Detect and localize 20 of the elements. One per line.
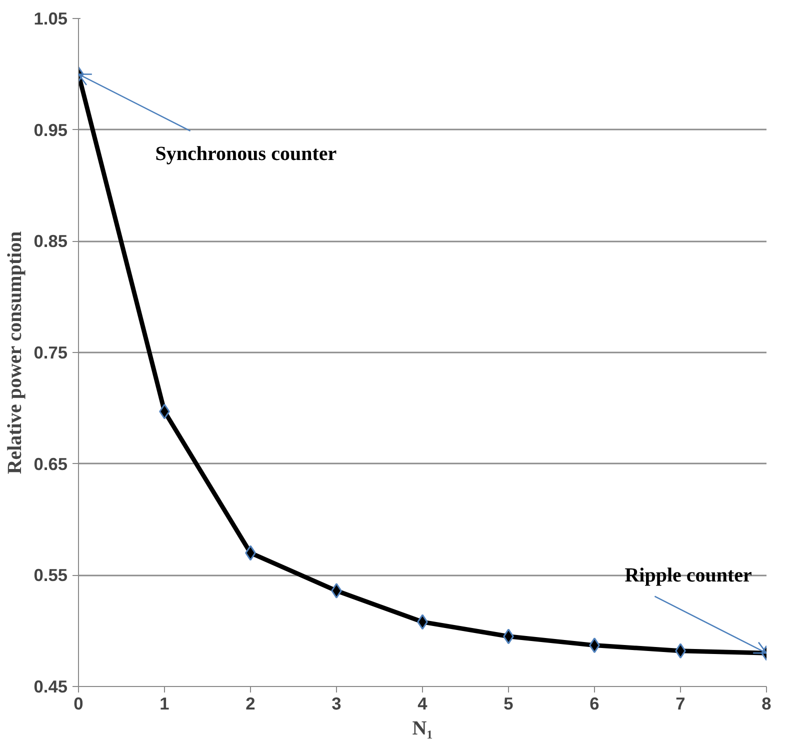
- x-tick-label: 4: [418, 694, 428, 714]
- x-tick-label: 3: [332, 694, 342, 714]
- x-tick-label: 7: [676, 694, 686, 714]
- x-tick-label: 0: [74, 694, 84, 714]
- x-tick-label: 6: [590, 694, 600, 714]
- y-axis-title: Relative power consumption: [4, 231, 26, 474]
- y-tick-label: 1.05: [34, 8, 68, 28]
- x-tick-label: 2: [246, 694, 256, 714]
- y-tick-label: 0.95: [34, 120, 68, 140]
- x-tick-label: 8: [762, 694, 772, 714]
- y-tick-label: 0.45: [34, 676, 68, 696]
- y-tick-label: 0.55: [34, 565, 68, 586]
- x-tick-label: 5: [504, 694, 514, 714]
- y-tick-label: 0.85: [34, 231, 68, 252]
- x-axis-title: N₁: [412, 718, 433, 740]
- y-tick-label: 0.75: [34, 342, 68, 362]
- x-tick-label: 1: [160, 694, 170, 714]
- annotation: Synchronous counter: [155, 142, 337, 165]
- y-tick-label: 0.65: [34, 454, 68, 474]
- annotation: Ripple counter: [624, 564, 752, 586]
